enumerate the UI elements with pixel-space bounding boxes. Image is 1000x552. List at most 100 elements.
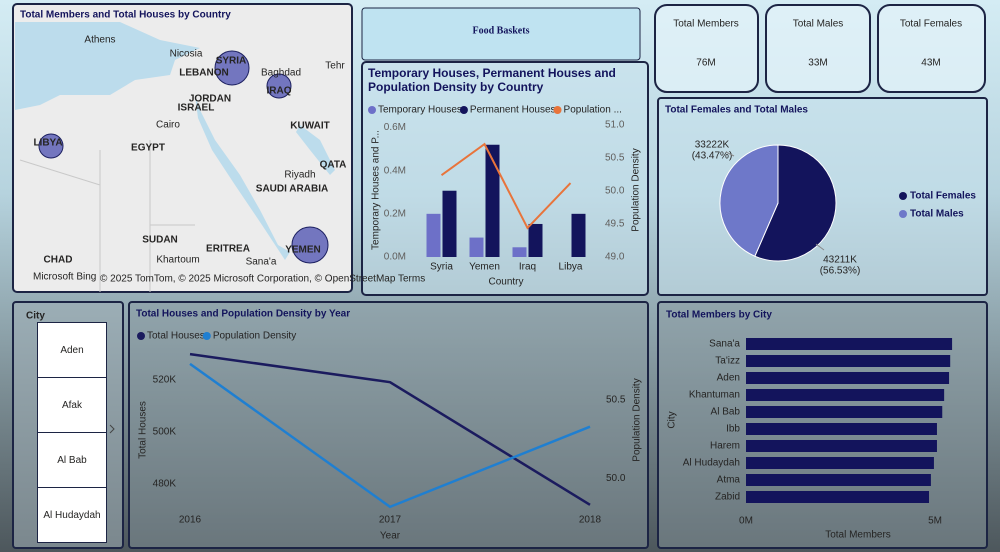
border xyxy=(19,140,195,292)
bar xyxy=(746,406,943,418)
y2-tick-label: 49.0 xyxy=(605,252,625,263)
map-label: SAUDI ARABIA xyxy=(256,184,328,195)
y-tick-label: Ta'izz xyxy=(715,356,740,367)
bar xyxy=(485,144,500,257)
chart-title: Total Females and Total Males xyxy=(665,105,808,116)
map-label: CHAD xyxy=(44,255,73,266)
chart-title: Total Houses and Population Density by Y… xyxy=(136,309,350,320)
pie-slice xyxy=(719,144,779,257)
map-title: Total Members and Total Houses by Countr… xyxy=(20,10,231,21)
x-tick-label: Yemen xyxy=(469,262,500,273)
legend-label: Permanent Houses xyxy=(470,105,556,116)
bar xyxy=(746,423,937,435)
kpi-card xyxy=(765,4,871,93)
map-label: SYRIA xyxy=(216,56,247,67)
slicer-item[interactable]: Al Hudaydah xyxy=(37,487,107,543)
y2-axis-title: Population Density xyxy=(631,148,642,231)
bar xyxy=(746,474,931,486)
pie-slice xyxy=(754,144,837,262)
legend-marker xyxy=(899,210,907,218)
map-label: KUWAIT xyxy=(290,121,329,132)
bar xyxy=(442,190,457,257)
kpi-label: Total Females xyxy=(900,19,962,30)
y2-axis-title: Population Density xyxy=(632,378,643,461)
map-logo: Microsoft Bing xyxy=(33,272,96,283)
legend-label: Total Houses xyxy=(147,331,205,342)
y-tick-label: 0.4M xyxy=(384,165,406,176)
map-attribution: © 2025 TomTom, © 2025 Microsoft Corporat… xyxy=(100,274,425,285)
line xyxy=(440,142,572,230)
y-axis-title: Total Houses xyxy=(138,401,149,459)
legend-label: Total Females xyxy=(910,191,976,202)
dashboard-title: Food Baskets xyxy=(473,25,530,36)
y-axis-title: Temporary Houses and P... xyxy=(371,130,382,250)
slicer-arrow xyxy=(109,424,115,434)
map-label: ISRAEL xyxy=(178,103,215,114)
y-tick-label: 0.2M xyxy=(384,208,406,219)
y-tick-label: 520K xyxy=(153,375,177,386)
legend-label: Population Density xyxy=(213,331,296,342)
map-label: Nicosia xyxy=(170,49,203,60)
y2-tick-label: 49.5 xyxy=(605,219,625,230)
y-axis-title: City xyxy=(667,411,678,428)
y-tick-label: 0.6M xyxy=(384,122,406,133)
slicer-item[interactable]: Al Bab xyxy=(37,432,107,488)
legend-label: Population ... xyxy=(564,105,622,116)
chart-title: Total Members by City xyxy=(666,310,772,321)
map-label: JORDAN xyxy=(189,94,231,105)
x-tick-label: 2018 xyxy=(579,515,602,526)
x-tick-label: Iraq xyxy=(519,262,536,273)
map-label: Baghdad xyxy=(261,68,301,79)
map-label: Cairo xyxy=(156,120,180,131)
map-label: ERITREA xyxy=(206,244,250,255)
slicer-item[interactable]: Aden xyxy=(37,322,107,378)
slicer-item[interactable]: Afak xyxy=(37,377,107,433)
x-axis-title: Total Members xyxy=(825,530,891,541)
bar xyxy=(746,491,930,503)
y2-tick-label: 51.0 xyxy=(605,120,625,131)
x-tick-label: Libya xyxy=(559,262,583,273)
bar xyxy=(746,389,945,401)
legend-marker xyxy=(459,106,468,114)
x-tick-label: Syria xyxy=(430,262,453,273)
y-tick-label: 500K xyxy=(153,427,177,438)
data-label: (56.53%) xyxy=(820,266,861,277)
leader-line xyxy=(815,243,825,251)
data-label: 33222K xyxy=(695,140,730,151)
map-label: Riyadh xyxy=(284,170,315,181)
map-label: LIBYA xyxy=(33,138,62,149)
bar xyxy=(469,237,484,257)
map-label: QATA xyxy=(320,160,347,171)
x-tick-label: 2016 xyxy=(179,515,202,526)
legend-label: Total Males xyxy=(910,209,964,220)
y-tick-label: Khantuman xyxy=(689,390,740,401)
map-bubble xyxy=(291,226,329,264)
map-label: SUDAN xyxy=(142,235,178,246)
y-tick-label: 0.0M xyxy=(384,252,406,263)
bar xyxy=(528,223,543,257)
data-label: (43.47%) xyxy=(692,151,733,162)
bar xyxy=(746,338,953,350)
legend-marker xyxy=(202,332,211,340)
y2-tick-label: 50.0 xyxy=(605,186,625,197)
leader-line xyxy=(725,151,735,157)
kpi-value: 33M xyxy=(808,58,827,69)
y-tick-label: Al Bab xyxy=(711,407,741,418)
map-label: IRAQ xyxy=(267,86,292,97)
kpi-value: 43M xyxy=(921,58,940,69)
y-tick-label: Harem xyxy=(710,441,740,452)
x-tick-label: 2017 xyxy=(379,515,402,526)
kpi-card xyxy=(654,4,759,93)
y-tick-label: Sana'a xyxy=(709,339,740,350)
sea xyxy=(15,22,200,110)
y-tick-label: Aden xyxy=(717,373,740,384)
map-art xyxy=(15,22,335,292)
legend-marker xyxy=(899,192,907,200)
bar xyxy=(746,355,951,367)
map-bubble xyxy=(38,133,64,159)
kpi-label: Total Males xyxy=(793,19,844,30)
y2-tick-label: 50.5 xyxy=(606,395,626,406)
line xyxy=(189,352,591,506)
x-axis-title: Year xyxy=(380,531,401,542)
y-tick-label: Al Hudaydah xyxy=(683,458,740,469)
